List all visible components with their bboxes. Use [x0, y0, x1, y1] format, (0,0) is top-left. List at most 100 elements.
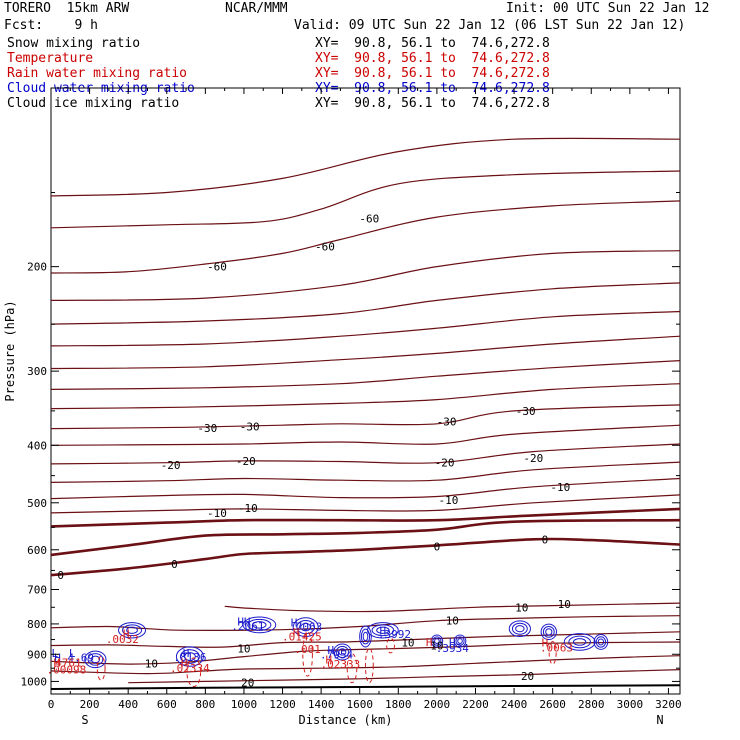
model-title: TORERO 15km ARW: [4, 1, 130, 16]
cloud-water-contour: [118, 622, 147, 639]
cloud-water-contour: [338, 648, 347, 656]
cloud-water-contour: [122, 624, 143, 637]
temperature-contour: [50, 641, 681, 665]
contour-label: 10: [558, 598, 571, 611]
y-tick-label: 900: [27, 648, 47, 661]
max-label: H: [327, 644, 334, 657]
x-tick-label: 2000: [424, 698, 451, 711]
temperature-contour: [50, 335, 681, 370]
x-axis-title: Distance (km): [299, 713, 393, 727]
y-tick-label: 700: [27, 584, 47, 597]
rain-water-contour: [364, 647, 374, 684]
legend-label: Rain water mixing ratio: [7, 66, 188, 81]
contour-label: -30: [516, 405, 536, 418]
contour-label: -20: [161, 459, 181, 472]
cloud-water-contour: [593, 634, 609, 650]
temperature-contour: [50, 250, 681, 301]
y-tick-label: 500: [27, 497, 47, 510]
cloud-water-contour: [595, 636, 607, 648]
x-tick-label: 600: [157, 698, 177, 711]
contour-label: 0: [434, 540, 441, 553]
temperature-contour: [50, 518, 681, 557]
temperature-contour: [50, 170, 681, 229]
legend-xy: XY= 90.8, 56.1 to 74.6,272.8: [315, 66, 550, 81]
x-tick-label: 1600: [346, 698, 373, 711]
x-tick-label: 2600: [539, 698, 566, 711]
x-tick-label: 1400: [308, 698, 335, 711]
cloud-water-contour: [508, 620, 531, 638]
cloud-water-contour: [184, 652, 196, 661]
rain-water-contour: [548, 641, 557, 665]
cloud-water-contour: [545, 628, 553, 636]
max-label: .3992: [378, 628, 411, 641]
contour-label: -20: [236, 455, 256, 468]
x-tick-label: 1200: [269, 698, 296, 711]
max-label: H: [293, 626, 300, 639]
cloud-water-contour: [333, 643, 352, 661]
x-tick-label: 2800: [578, 698, 605, 711]
temperature-contour: [50, 655, 681, 675]
x-tick-label: 0: [48, 698, 55, 711]
max-label: .01425: [282, 630, 322, 643]
temperature-contour: [128, 669, 681, 684]
cloud-water-contour: [376, 626, 390, 634]
cloud-water-contour: [563, 633, 596, 651]
temperature-contour: [224, 602, 681, 613]
max-label: .0063: [540, 641, 573, 654]
ground-surface: [50, 684, 681, 690]
rain-water-contour: [386, 637, 395, 654]
max-label: HH: [237, 616, 250, 629]
max-label: L: [69, 647, 76, 660]
legend-xy: XY= 90.8, 56.1 to 74.6,272.8: [315, 51, 550, 66]
contour-label: -30: [240, 421, 260, 434]
cloud-water-contour: [247, 618, 272, 631]
max-label: .2061: [231, 620, 264, 633]
contour-label: -10: [238, 502, 258, 515]
max-label: H: [380, 624, 387, 637]
max-label: H: [542, 637, 549, 650]
max-label: .02333: [321, 658, 361, 671]
cloud-water-contour: [84, 650, 107, 669]
temperature-contour: [50, 383, 681, 410]
contour-label: -20: [435, 457, 455, 470]
temperature-contour: [50, 137, 681, 197]
contour-label: -60: [207, 261, 227, 274]
cloud-water-contour: [457, 638, 463, 644]
max-label: H: [183, 647, 190, 660]
contour-label: 0: [171, 558, 178, 571]
cloud-water-contour: [90, 655, 101, 664]
temperature-contour: [50, 200, 681, 274]
contour-label: 10: [430, 640, 443, 653]
y-tick-label: 200: [27, 261, 47, 274]
cloud-water-contour: [597, 638, 605, 646]
max-label: H: [181, 657, 188, 670]
max-label: .0032: [106, 633, 139, 646]
north-label: N: [656, 713, 663, 727]
max-label: .7954: [320, 648, 353, 661]
cloud-water-contour: [430, 634, 444, 648]
y-tick-label: 600: [27, 544, 47, 557]
temperature-contour: [50, 360, 681, 390]
x-tick-label: 800: [195, 698, 215, 711]
forecast-hour: Fcst: 9 h: [4, 18, 98, 33]
cloud-water-contour: [568, 635, 591, 649]
contour-label: 0: [542, 533, 549, 546]
rain-water-contour: [346, 653, 358, 684]
cloud-water-contour: [360, 628, 371, 645]
max-label: .001: [294, 643, 321, 656]
temperature-contour: [50, 404, 681, 430]
x-tick-label: 2400: [501, 698, 528, 711]
cloud-water-contour: [252, 621, 267, 629]
contour-label: 10: [237, 642, 250, 655]
max-label: H: [326, 653, 333, 666]
rain-water-contour: [302, 631, 313, 677]
temperature-contour: [50, 537, 681, 577]
cloud-water-contour: [542, 625, 555, 638]
contour-label: -10: [550, 481, 570, 494]
temperature-contour: [50, 443, 681, 465]
x-tick-label: 2200: [462, 698, 489, 711]
contour-label: 10: [515, 601, 528, 614]
temperature-contour: [50, 310, 681, 347]
cloud-water-contour: [511, 622, 528, 635]
